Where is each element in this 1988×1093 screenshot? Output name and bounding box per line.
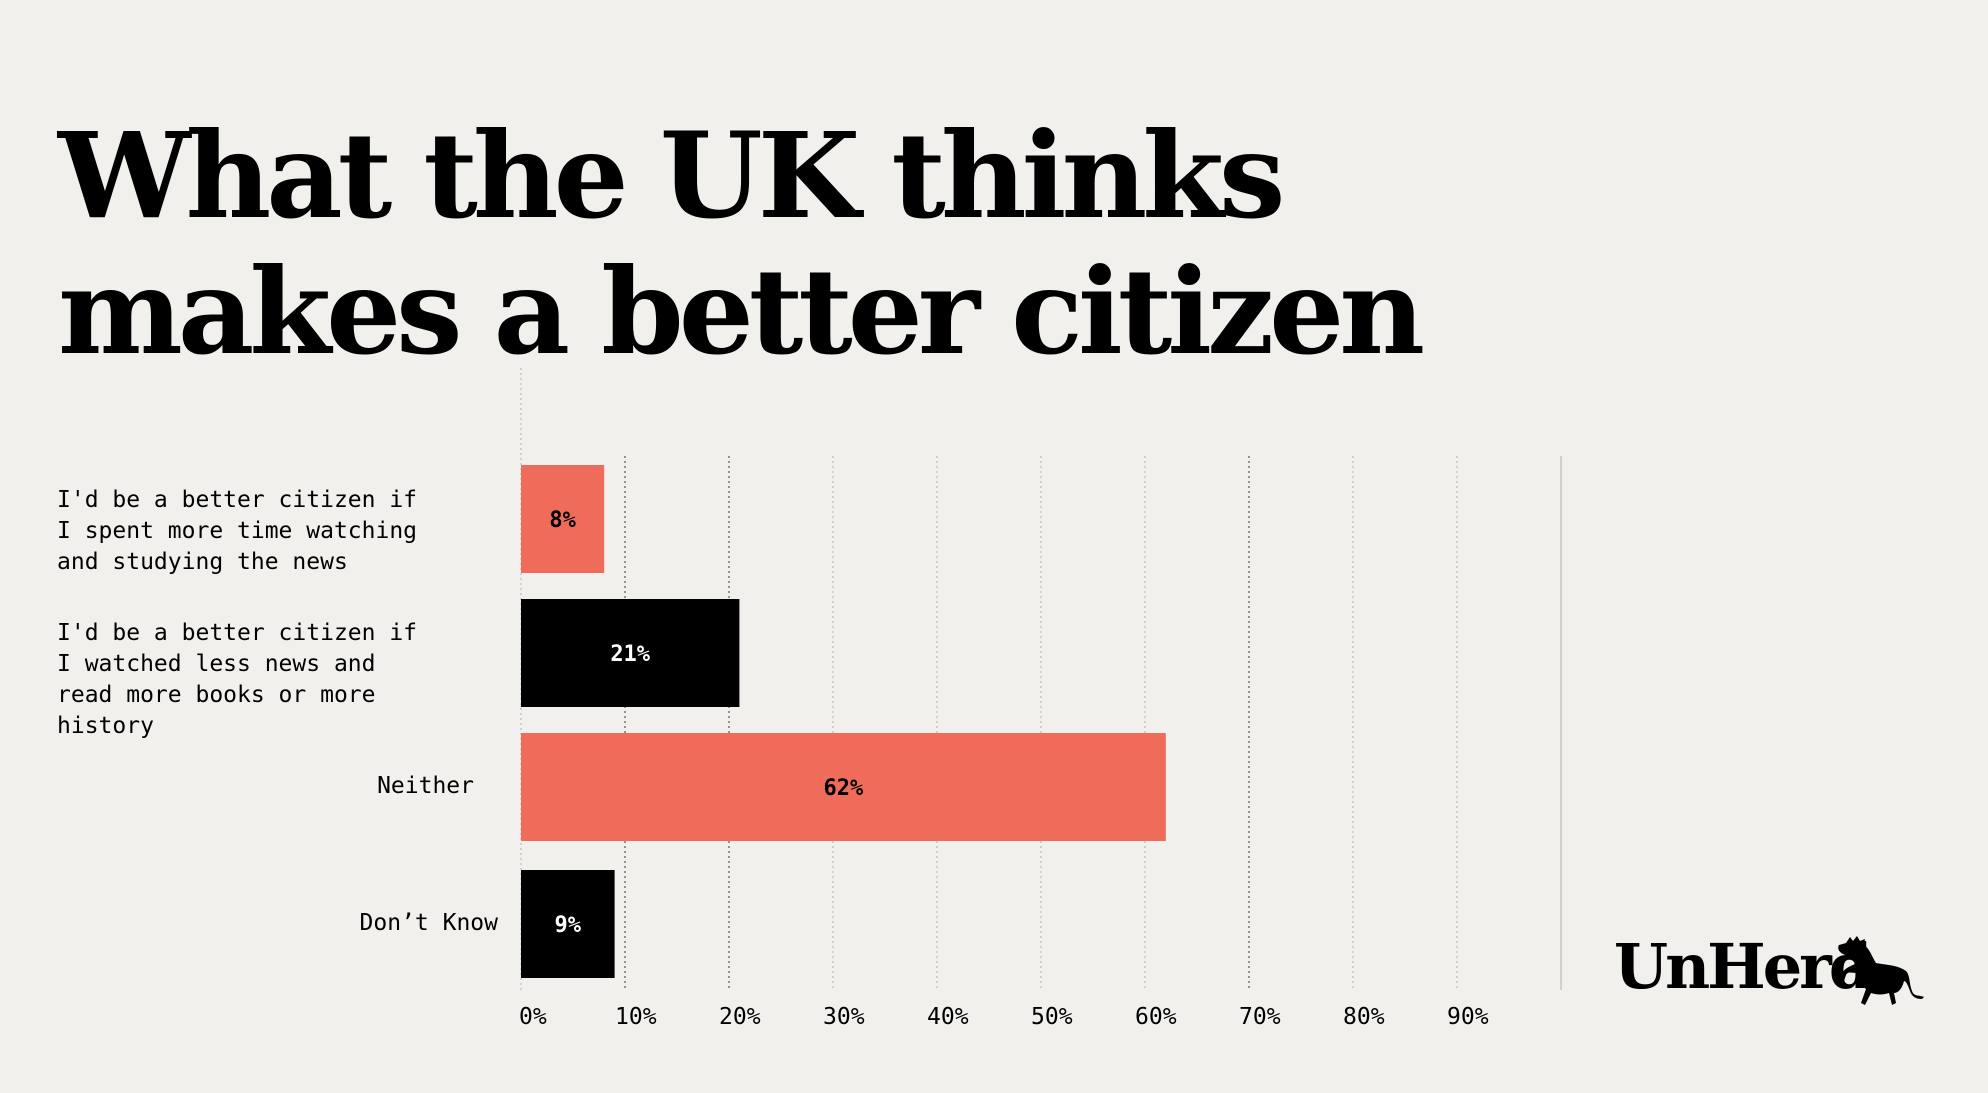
data-label: 8%	[549, 508, 576, 533]
x-tick-label: 70%	[1239, 1004, 1281, 1030]
x-tick-label: 10%	[615, 1004, 657, 1030]
x-tick-label: 50%	[1031, 1004, 1073, 1030]
category-label-line: history	[57, 713, 154, 739]
chart-title: What the UK thinks makes a better citize…	[58, 106, 1425, 381]
category-label: Neither	[377, 771, 474, 802]
category-label-line: I watched less news and	[57, 651, 376, 677]
x-tick-label: 0%	[519, 1004, 547, 1030]
category-label: I'd be a better citizen if I spent more t…	[57, 485, 417, 578]
bar	[521, 465, 605, 573]
x-tick-label: 30%	[823, 1004, 865, 1030]
category-label-line: I'd be a better citizen if	[57, 620, 418, 646]
cow-icon	[1838, 936, 1924, 1005]
data-label: 9%	[555, 913, 582, 938]
category-label-line: I spent more time watching	[57, 518, 418, 544]
x-tick-label: 40%	[927, 1004, 969, 1030]
category-label-line: I'd be a better citizen if	[57, 487, 418, 513]
bar	[521, 599, 740, 707]
bar	[521, 733, 1166, 841]
x-tick-label: 60%	[1135, 1004, 1177, 1030]
logo-text: UnHerd	[1614, 930, 1872, 1003]
x-tick-label: 80%	[1343, 1004, 1385, 1030]
category-label-line: read more books or more	[57, 682, 376, 708]
category-label-line: Don’t Know	[359, 910, 498, 936]
x-tick-label: 20%	[719, 1004, 761, 1030]
category-label: I'd be a better citizen if I watched less…	[57, 618, 417, 742]
category-label-line: and studying the news	[57, 549, 348, 575]
data-label: 62%	[824, 776, 864, 801]
bar	[521, 870, 615, 978]
data-label: 21%	[610, 642, 650, 667]
x-tick-label: 90%	[1447, 1004, 1489, 1030]
category-label-line: Neither	[377, 773, 474, 799]
category-label: Don’t Know	[360, 908, 498, 939]
